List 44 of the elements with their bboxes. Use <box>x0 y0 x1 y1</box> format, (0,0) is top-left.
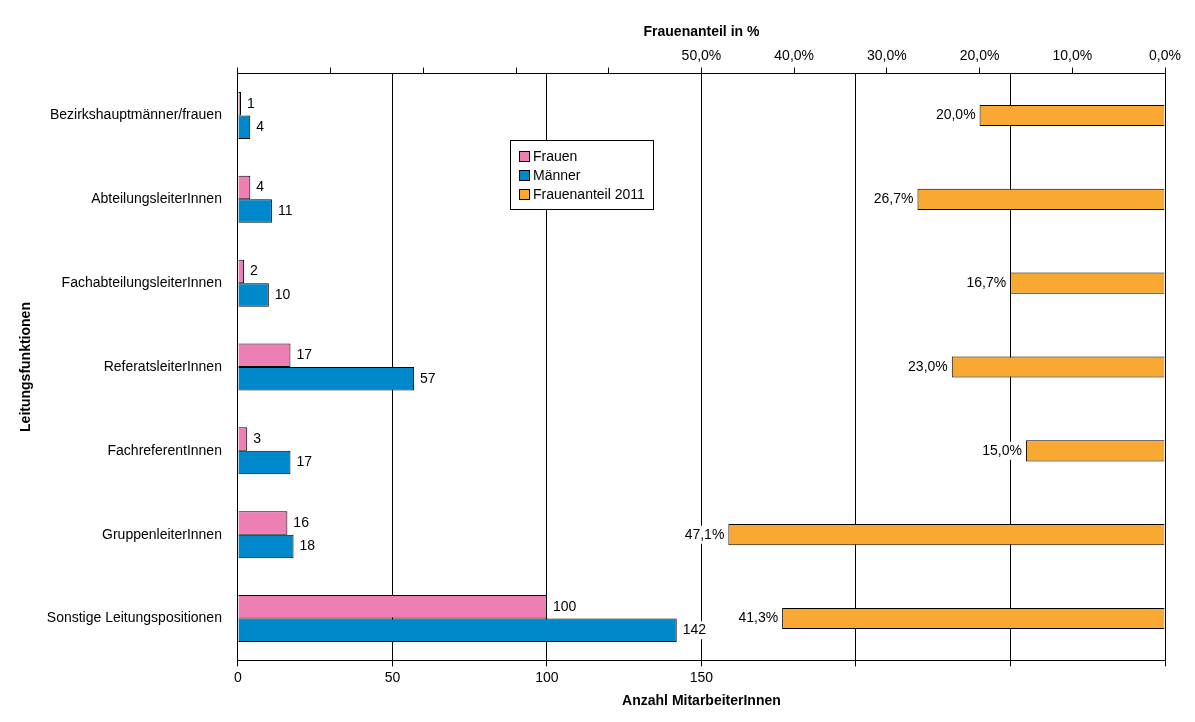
y-tick-label: GruppenleiterInnen <box>102 525 222 542</box>
data-label: 17 <box>296 346 313 363</box>
data-label: 47,1% <box>684 525 725 542</box>
data-label: 20,0% <box>935 106 976 123</box>
data-label: 1 <box>247 94 256 111</box>
y-tick-label: FachreferentInnen <box>107 441 222 458</box>
data-label: 11 <box>277 201 293 218</box>
data-label: 142 <box>682 621 707 638</box>
data-label: 10 <box>274 285 291 302</box>
legend-label: Frauen <box>533 148 578 164</box>
data-label: 26,7% <box>873 190 914 207</box>
y-tick-label: Bezirkshauptmänner/frauen <box>49 106 222 123</box>
x-axis-title: Anzahl MitarbeiterInnen <box>622 692 781 709</box>
x2-tick-label: 10,0% <box>1052 47 1093 64</box>
y-tick-label: ReferatsleiterInnen <box>103 357 222 374</box>
data-label: 16,7% <box>966 274 1007 291</box>
x2-tick-label: 40,0% <box>774 47 815 64</box>
data-label: 57 <box>420 369 436 386</box>
y-tick-label: FachabteilungsleiterInnen <box>61 274 222 291</box>
x-tick-label: 0 <box>234 668 243 685</box>
data-label: 17 <box>296 453 313 470</box>
data-label: 4 <box>256 118 265 135</box>
data-label: 15,0% <box>982 441 1022 458</box>
data-label: 18 <box>299 537 316 554</box>
y-tick-label: AbteilungsleiterInnen <box>91 190 222 207</box>
x2-tick-label: 30,0% <box>867 47 907 64</box>
data-label: 4 <box>256 178 265 195</box>
x2-axis-title: Frauenanteil in % <box>643 23 760 40</box>
legend-label: Männer <box>533 167 581 183</box>
x-tick-label: 150 <box>689 668 714 685</box>
data-label: 16 <box>293 513 310 530</box>
data-label: 23,0% <box>908 357 948 374</box>
data-label: 100 <box>552 597 577 614</box>
x2-tick-label: 0,0% <box>1149 47 1181 64</box>
x2-tick-label: 20,0% <box>959 47 1000 64</box>
y-axis-title: Leitungsfunktionen <box>17 302 34 432</box>
data-label: 41,3% <box>738 609 779 626</box>
legend-label: Frauenanteil 2011 <box>533 186 645 202</box>
data-label: 3 <box>253 429 262 446</box>
x2-tick-label: 50,0% <box>681 47 722 64</box>
data-label: 2 <box>250 262 259 279</box>
y-tick-label: Sonstige Leitungspositionen <box>46 609 222 626</box>
x-tick-label: 100 <box>535 668 559 685</box>
x-tick-label: 50 <box>384 668 401 685</box>
